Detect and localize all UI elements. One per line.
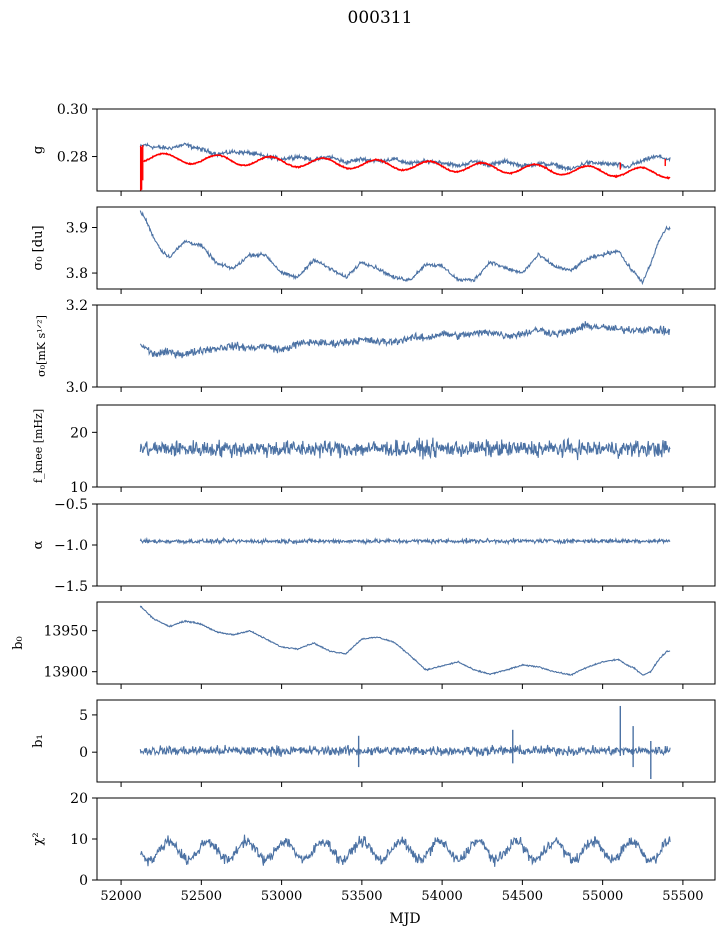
plot-area-fknee	[139, 437, 671, 461]
plot-area-b1	[139, 705, 671, 780]
panel-chi2: 20 10 0 52000 52500 53000 53500 54000 54500 55000…	[31, 791, 716, 904]
ytick-label-fknee-1: 10	[70, 480, 88, 496]
ytick-label-sigma0_du-1: 3.8	[66, 266, 88, 282]
ytick-label-alpha-2: −1.5	[54, 579, 88, 595]
series-line-alpha	[139, 536, 671, 546]
series-line-b0	[139, 605, 671, 677]
panel-b1: 5 0 b₁	[31, 699, 716, 787]
panel-alpha: −0.5 −1.0 −1.5 α	[31, 497, 716, 595]
series-line-sigma0_mk	[139, 321, 671, 360]
ytick-label-b0-0: 13950	[43, 624, 88, 640]
panel-b0: 13950 13900 b₀	[11, 601, 716, 689]
axes-frame-sigma0_du	[96, 206, 716, 290]
ytick-label-b1-1: 0	[79, 745, 88, 761]
series-line-sigma0	[139, 210, 671, 286]
axes-frame-alpha	[96, 503, 716, 587]
xtick-label-4: 54000	[421, 889, 462, 904]
xtick-label-2: 53000	[261, 889, 302, 904]
panel-fknee: 20 10 f_knee [mHz]	[32, 404, 716, 496]
plot-area-sigma0_mk	[139, 321, 671, 360]
xtick-label-0: 52000	[100, 889, 141, 904]
ytick-label-b0-1: 13900	[43, 665, 88, 681]
axes-frame-b0	[96, 601, 716, 685]
panels-group: 0.30 0.28 g 3.9 3.8 σ₀ [du] 3.2 3.0 σ₀[mK s¹ᐟ²] 2…	[11, 102, 716, 904]
ylabel-chi2: χ²	[31, 832, 46, 845]
plot-area-chi2	[139, 834, 671, 867]
axes-frame-fknee	[96, 404, 716, 488]
series-line-chi2	[139, 834, 671, 867]
ytick-label-sigma0_du-0: 3.9	[66, 221, 88, 237]
plot-area-sigma0_du	[139, 210, 671, 286]
ylabel-sigma0_mk: σ₀[mK s¹ᐟ²]	[35, 315, 48, 377]
ylabel-alpha: α	[31, 540, 46, 549]
xtick-label-6: 55000	[582, 889, 623, 904]
figure-title: 000311	[348, 8, 413, 28]
ylabel-b1: b₁	[31, 734, 46, 748]
plot-area-b0	[139, 605, 671, 677]
ytick-label-fknee-0: 20	[70, 425, 88, 441]
axes-frame-sigma0_mk	[96, 304, 716, 388]
plot-area-g	[139, 142, 671, 191]
ytick-label-b1-0: 5	[79, 708, 88, 724]
ylabel-fknee: f_knee [mHz]	[32, 409, 45, 483]
ytick-label-sigma0_mk-0: 3.2	[66, 298, 88, 314]
plot-area-alpha	[139, 536, 671, 546]
series-line-b1	[139, 744, 671, 757]
axes-frame-b1	[96, 699, 716, 783]
series-line-g	[139, 142, 671, 172]
ytick-label-chi2-0: 20	[70, 791, 88, 807]
axes-frame-chi2	[96, 797, 716, 881]
xtick-label-7: 55500	[662, 889, 703, 904]
ytick-label-g-1: 0.28	[57, 150, 88, 166]
ytick-label-g-0: 0.30	[57, 102, 88, 118]
ylabel-g: g	[31, 146, 46, 154]
ylabel-sigma0_du: σ₀ [du]	[31, 225, 46, 270]
series-line-model	[143, 152, 671, 180]
panel-g: 0.30 0.28 g	[31, 102, 716, 196]
ytick-label-chi2-2: 0	[79, 873, 88, 889]
axes-frame-g	[96, 108, 716, 192]
xtick-label-5: 54500	[502, 889, 543, 904]
ytick-label-alpha-1: −1.0	[54, 538, 88, 554]
ytick-label-sigma0_mk-1: 3.0	[66, 380, 88, 396]
series-line-fknee	[139, 437, 671, 461]
xtick-label-3: 53500	[341, 889, 382, 904]
ytick-label-alpha-0: −0.5	[54, 497, 88, 513]
ylabel-b0: b₀	[11, 636, 26, 650]
x-axis-label: MJD	[389, 911, 420, 927]
panel-sigma0_mk: 3.2 3.0 σ₀[mK s¹ᐟ²]	[35, 298, 716, 396]
panel-sigma0_du: 3.9 3.8 σ₀ [du]	[31, 206, 716, 294]
ytick-label-chi2-1: 10	[70, 832, 88, 848]
xtick-label-1: 52500	[181, 889, 222, 904]
